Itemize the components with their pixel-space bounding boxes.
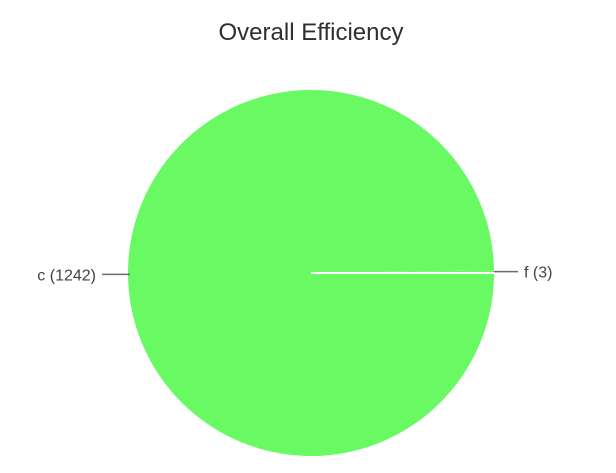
pie-labels: c (1242) f (3) [37,265,552,285]
pie-leader-lines [102,270,518,276]
chart-title: Overall Efficiency [219,19,404,46]
slice-label-f: f (3) [524,265,552,282]
slice-label-c: c (1242) [37,267,96,284]
pie-slices [128,90,495,457]
